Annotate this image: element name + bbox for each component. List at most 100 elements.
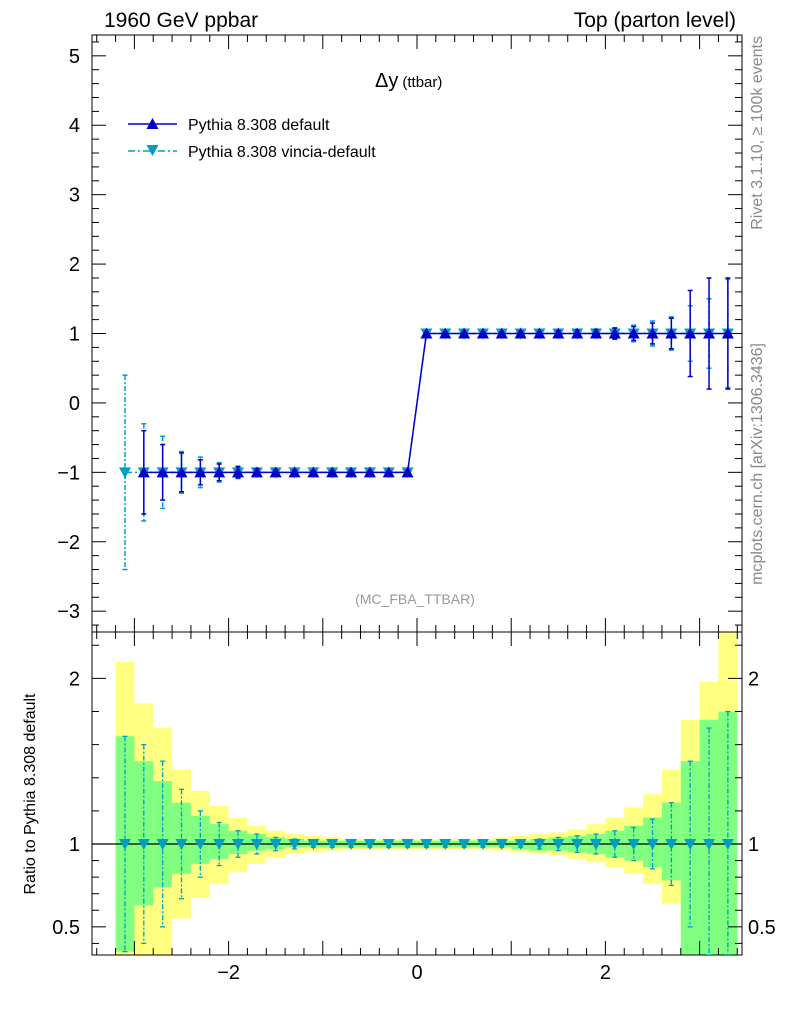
data-point [684,327,697,339]
ratio-xtick-label: 0 [411,962,422,984]
ratio-bands [115,632,738,955]
data-point [118,467,131,479]
data-point [533,327,546,339]
analysis-tag: (MC_FBA_TTBAR) [355,591,475,607]
series-line [124,332,728,474]
data-point [495,327,508,339]
ratio-point [665,839,678,851]
data-point [213,466,226,478]
data-point [269,466,282,478]
band-green-bin [153,781,173,888]
main-ytick-label: 5 [69,46,80,68]
data-point [363,466,376,478]
main-ytick-label: 3 [69,185,80,207]
ratio-point [137,839,150,851]
ratio-xtick-label: −2 [217,962,240,984]
data-point [326,466,339,478]
ratio-point [458,839,471,851]
data-point [194,466,207,478]
data-point [476,327,489,339]
ratio-point [627,839,640,851]
ratio-point [382,839,395,851]
ratio-ytick-label-right: 2 [748,668,759,690]
series-line [143,332,728,474]
ratio-point [589,839,602,851]
ratio-point [703,839,716,851]
ratio-point [175,839,188,851]
ratio-point [156,839,169,851]
ratio-point [608,839,621,851]
data-point [175,466,188,478]
ratio-ytick-label: 1 [69,834,80,856]
ratio-point [552,839,565,851]
data-point [703,327,716,339]
ratio-xtick-label: 2 [600,962,611,984]
ratio-point [250,839,263,851]
ratio-point [401,839,414,851]
ratio-ytick-label: 2 [69,668,80,690]
main-ytick-label: −2 [57,532,80,554]
legend-marker-default [146,118,159,129]
header-left: 1960 GeV ppbar [104,9,258,32]
ratio-series [118,710,734,955]
data-point [589,327,602,339]
ratio-point [326,839,339,851]
data-point [439,327,452,339]
ratio-point [288,839,301,851]
data-point [137,466,150,478]
data-point [345,466,358,478]
legend: Pythia 8.308 default Pythia 8.308 vincia… [128,117,376,161]
ratio-point [420,839,433,851]
ratio-point [363,839,376,851]
ratio-point [345,839,358,851]
data-point [571,327,584,339]
data-point [514,327,527,339]
data-point [382,466,395,478]
series-default [137,277,734,515]
legend-marker-vincia [146,145,159,156]
header-right: Top (parton level) [574,9,736,32]
ratio-point [307,839,320,851]
ratio-point [514,839,527,851]
chart-title: Δy (ttbar) [375,70,442,92]
ratio-point [269,839,282,851]
chart-title-suffix: (ttbar) [402,74,442,91]
main-ytick-label: −3 [57,601,80,623]
ratio-point [571,839,584,851]
ratio-point [646,839,659,851]
legend-label-default: Pythia 8.308 default [188,117,330,134]
data-point [721,327,734,339]
ratio-point [721,839,734,851]
chart-title-main: Δy [375,70,398,92]
data-point [288,466,301,478]
rivet-side-label: Rivet 3.1.10, ≥ 100k events [749,36,766,230]
main-ytick-label: −1 [57,462,80,484]
main-ytick-label: 1 [69,324,80,346]
legend-label-vincia: Pythia 8.308 vincia-default [188,144,376,161]
data-point [401,466,414,478]
data-point [420,327,433,339]
data-point [458,327,471,339]
data-point [608,327,621,339]
data-point [232,466,245,478]
ratio-point [684,839,697,851]
main-ytick-label: 4 [69,115,80,137]
data-point [646,327,659,339]
ratio-point [118,839,131,851]
ratio-point [439,839,452,851]
ratio-point [495,839,508,851]
data-point [307,466,320,478]
main-ytick-label: 2 [69,254,80,276]
data-point [156,466,169,478]
data-point [250,466,263,478]
ratio-point [533,839,546,851]
ratio-ytick-label-right: 1 [748,834,759,856]
ratio-ytick-label-right: 0.5 [748,917,776,939]
data-point [665,327,678,339]
main-ytick-label: 0 [69,393,80,415]
ratio-point [213,839,226,851]
data-point [627,327,640,339]
band-green-bin [699,719,719,955]
ratio-ylabel: Ratio to Pythia 8.308 default [22,693,39,895]
